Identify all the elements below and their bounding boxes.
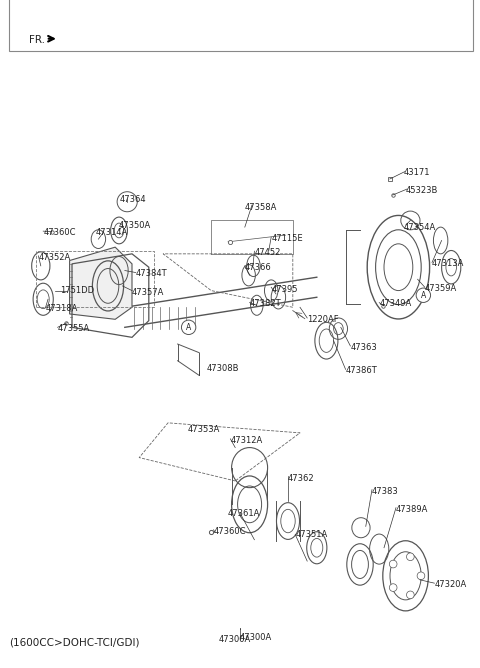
Text: 47389A: 47389A (396, 505, 428, 514)
Polygon shape (70, 247, 132, 319)
Polygon shape (55, 32, 63, 45)
Text: 47354A: 47354A (403, 222, 435, 232)
Text: 47352A: 47352A (38, 253, 71, 262)
Text: 47361A: 47361A (228, 508, 260, 518)
Text: (1600CC>DOHC-TCI/GDI): (1600CC>DOHC-TCI/GDI) (9, 638, 139, 647)
Circle shape (389, 584, 397, 591)
Circle shape (407, 553, 414, 560)
Text: 47320A: 47320A (434, 580, 467, 589)
Circle shape (416, 288, 431, 303)
Circle shape (181, 320, 196, 335)
Text: A: A (421, 291, 426, 300)
Text: FR.: FR. (29, 35, 45, 45)
Circle shape (389, 560, 397, 568)
Text: 47308B: 47308B (206, 364, 239, 373)
Text: 47351A: 47351A (295, 530, 327, 539)
Text: 47358A: 47358A (245, 202, 277, 212)
Text: 47382T: 47382T (250, 299, 281, 309)
Polygon shape (45, 35, 57, 43)
Text: 47360C: 47360C (214, 526, 246, 536)
Text: 47359A: 47359A (425, 284, 457, 293)
Text: 1220AF: 1220AF (307, 315, 339, 324)
Circle shape (417, 572, 425, 580)
Text: 1751DD: 1751DD (60, 286, 94, 295)
Text: 47357A: 47357A (132, 288, 164, 297)
Text: 47350A: 47350A (119, 221, 151, 230)
Text: 47360C: 47360C (43, 228, 76, 237)
Text: 47384T: 47384T (136, 269, 168, 279)
Text: 47353A: 47353A (187, 425, 219, 434)
Text: 47386T: 47386T (346, 366, 377, 375)
Text: 47355A: 47355A (58, 324, 90, 333)
Text: 45323B: 45323B (406, 186, 438, 195)
Text: 47383: 47383 (372, 487, 399, 496)
Text: 47313A: 47313A (432, 259, 464, 269)
Text: 47115E: 47115E (271, 234, 303, 243)
Text: 47452: 47452 (254, 248, 281, 257)
Text: A: A (186, 323, 191, 332)
Text: 47363: 47363 (350, 343, 377, 352)
Text: 47349A: 47349A (379, 299, 411, 309)
Text: 47364: 47364 (120, 194, 146, 204)
Text: 47366: 47366 (245, 263, 272, 272)
Text: 47300A: 47300A (240, 633, 272, 643)
Circle shape (407, 591, 414, 599)
Text: 47314A: 47314A (96, 228, 128, 237)
Bar (9, 0, 473, 51)
Text: 47300A: 47300A (218, 635, 251, 644)
Text: 43171: 43171 (403, 168, 430, 177)
Text: 47362: 47362 (288, 474, 314, 483)
Text: 47318A: 47318A (46, 304, 78, 313)
Text: 47312A: 47312A (230, 436, 263, 446)
Text: 47395: 47395 (271, 285, 298, 294)
